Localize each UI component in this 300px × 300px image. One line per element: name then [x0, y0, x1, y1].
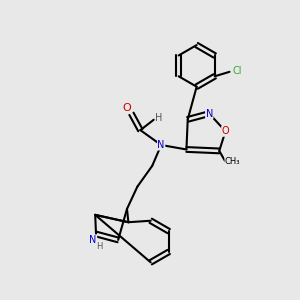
Text: N: N — [89, 235, 97, 245]
Text: O: O — [222, 126, 229, 136]
Text: H: H — [96, 242, 102, 251]
Text: N: N — [158, 140, 165, 150]
Text: H: H — [155, 113, 163, 123]
Text: O: O — [123, 103, 131, 113]
Text: Cl: Cl — [232, 66, 242, 76]
Text: N: N — [206, 109, 213, 118]
Text: CH₃: CH₃ — [225, 157, 240, 166]
